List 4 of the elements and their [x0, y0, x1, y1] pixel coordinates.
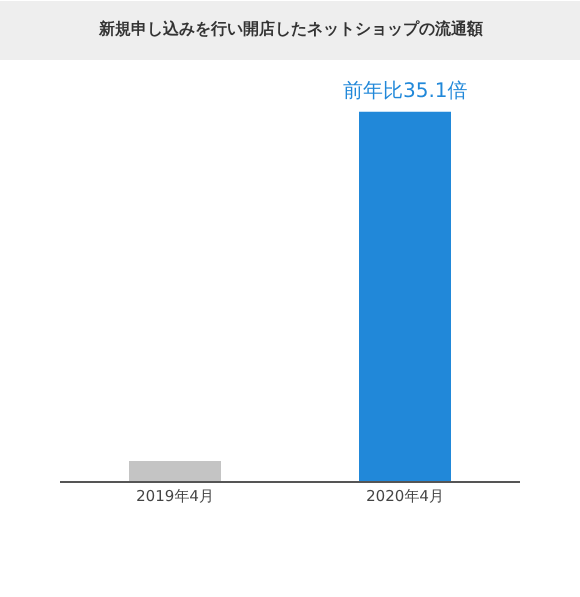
chart-title: 新規申し込みを行い開店したネットショップの流通額: [98, 19, 483, 38]
annotation: 前年比35.1倍: [343, 78, 468, 102]
x-tick-label: 2019年4月: [136, 486, 214, 505]
x-tick-label: 2020年4月: [366, 486, 444, 505]
